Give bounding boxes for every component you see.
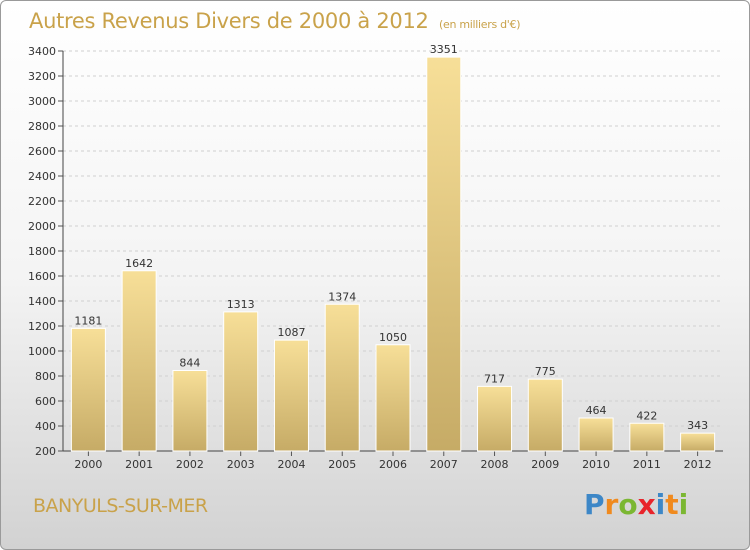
y-tick-label: 200 [35, 445, 56, 458]
y-tick-label: 400 [35, 420, 56, 433]
x-tick-label: 2008 [481, 458, 509, 471]
x-tick-label: 2003 [227, 458, 255, 471]
y-tick-label: 1800 [28, 245, 56, 258]
bar [527, 378, 563, 452]
logo-letter: t [665, 488, 679, 521]
bar [477, 385, 513, 452]
logo-letter: i [678, 488, 689, 521]
y-tick-label: 2400 [28, 170, 56, 183]
bar-value-label: 1374 [328, 290, 356, 303]
bar-value-label: 464 [586, 404, 607, 417]
bar [324, 303, 360, 452]
logo-letter: r [604, 488, 619, 521]
x-tick-label: 2011 [633, 458, 661, 471]
bar [680, 432, 716, 452]
bar [70, 327, 106, 452]
y-tick-label: 2000 [28, 220, 56, 233]
x-tick-label: 2000 [74, 458, 102, 471]
x-tick-label: 2010 [582, 458, 610, 471]
y-tick-label: 1400 [28, 295, 56, 308]
bar [578, 417, 614, 452]
bar [273, 339, 309, 452]
bar [629, 422, 665, 452]
bar-value-label: 343 [687, 419, 708, 432]
y-tick-label: 3400 [28, 45, 56, 58]
y-tick-label: 3000 [28, 95, 56, 108]
chart-subtitle: (en milliers d'€) [439, 18, 521, 31]
data-labels: 1181 1642 844 1313 1087 1374 1050 3351 717 775 464… [74, 43, 708, 432]
bar-value-label: 844 [179, 357, 200, 370]
x-tick-label: 2004 [277, 458, 305, 471]
bar [172, 370, 208, 452]
bar [223, 311, 259, 452]
y-tick-label: 1000 [28, 345, 56, 358]
bar-value-label: 775 [535, 365, 556, 378]
y-tick-label: 2600 [28, 145, 56, 158]
bar [426, 56, 462, 452]
logo-letter: P [584, 488, 605, 521]
bar [375, 344, 411, 452]
chart-title-text: Autres Revenus Divers de 2000 à 2012 [29, 9, 429, 33]
logo-letter: x [637, 488, 656, 521]
town-name: BANYULS-SUR-MER [33, 495, 208, 517]
bars [70, 56, 716, 452]
x-tick-label: 2009 [531, 458, 559, 471]
y-tick-label: 3200 [28, 70, 56, 83]
y-tick-label: 2200 [28, 195, 56, 208]
bar-value-label: 1313 [227, 298, 255, 311]
bar-value-label: 1050 [379, 331, 407, 344]
y-tick-label: 1600 [28, 270, 56, 283]
chart-title: Autres Revenus Divers de 2000 à 2012 (en… [29, 9, 520, 33]
bar-value-label: 1181 [74, 314, 102, 327]
y-tick-label: 2800 [28, 120, 56, 133]
x-tick-label: 2002 [176, 458, 204, 471]
y-tick-label: 1200 [28, 320, 56, 333]
y-tick-label: 800 [35, 370, 56, 383]
bar-value-label: 422 [636, 409, 657, 422]
logo-letter: o [618, 488, 638, 521]
x-tick-label: 2005 [328, 458, 356, 471]
bar-value-label: 1642 [125, 257, 153, 270]
bar-value-label: 717 [484, 372, 505, 385]
proxiti-logo: Proxiti [584, 488, 688, 521]
bar-value-label: 3351 [430, 43, 458, 56]
x-tick-label: 2012 [684, 458, 712, 471]
x-tick-label: 2006 [379, 458, 407, 471]
x-tick-label: 2007 [430, 458, 458, 471]
x-tick-label: 2001 [125, 458, 153, 471]
y-tick-label: 600 [35, 395, 56, 408]
logo-letter: i [655, 488, 666, 521]
bar [121, 270, 157, 452]
bar-value-label: 1087 [277, 326, 305, 339]
axes: 200 400 600 800 1000 1200 1400 1600 1800 2000 2200… [28, 45, 723, 471]
